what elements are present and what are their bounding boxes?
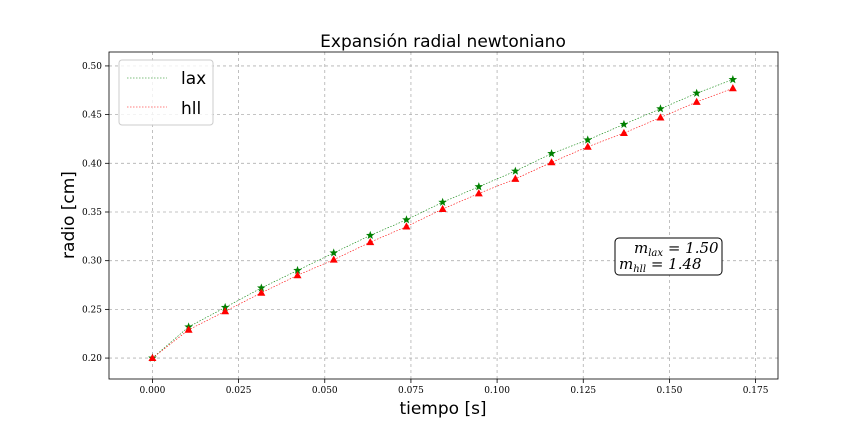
series-layer (148, 75, 738, 362)
data-point-lax (257, 283, 266, 292)
x-tick-label: 0.100 (484, 386, 510, 396)
data-point-lax (438, 197, 447, 206)
x-tick-label: 0.125 (570, 386, 596, 396)
x-tick-label: 0.025 (226, 386, 252, 396)
data-point-lax (692, 88, 701, 97)
y-tick-label: 0.50 (82, 62, 102, 72)
series-lax (148, 75, 738, 362)
data-point-lax (329, 248, 338, 257)
data-point-lax (656, 104, 665, 113)
annotation-m-hll: mhll = 1.48 (619, 255, 702, 275)
data-point-hll (728, 84, 737, 92)
data-point-lax (474, 182, 484, 191)
y-tick-label: 0.30 (82, 257, 102, 267)
series-hll (148, 84, 737, 361)
data-point-lax (547, 149, 556, 158)
data-point-hll (438, 204, 447, 213)
slope-annotation: mlax = 1.50 mhll = 1.48 (614, 237, 723, 276)
data-point-hll (148, 353, 157, 361)
series-line-hll (152, 88, 733, 359)
x-tick-label: 0.175 (743, 386, 769, 396)
data-point-hll (583, 142, 592, 150)
legend-label-lax: lax (181, 69, 206, 89)
annotation-box (614, 237, 723, 276)
data-point-hll (257, 288, 266, 296)
grid (109, 52, 778, 379)
data-point-hll (656, 113, 665, 121)
data-point-lax (728, 75, 738, 84)
y-tick-label: 0.35 (82, 208, 102, 218)
x-tick-label: 0.050 (312, 386, 338, 396)
y-axis-label: radio [cm] (59, 171, 79, 259)
data-point-hll (547, 158, 556, 166)
data-point-lax (619, 119, 629, 128)
data-point-lax (511, 166, 520, 175)
axis-ticks: 0.000 0.025 0.050 0.075 0.100 0.125 0.150 0.175… (82, 62, 769, 396)
x-axis-label: tiempo [s] (399, 399, 486, 419)
data-point-hll (511, 174, 520, 182)
data-point-hll (692, 97, 701, 105)
y-tick-label: 0.45 (82, 111, 102, 121)
data-point-lax (220, 302, 230, 312)
data-point-hll (619, 128, 628, 137)
y-tick-label: 0.20 (82, 354, 102, 364)
chart-title: Expansión radial newtoniano (320, 32, 566, 52)
data-point-hll (402, 222, 411, 230)
y-tick-label: 0.40 (82, 159, 102, 169)
data-point-lax (583, 135, 593, 144)
y-tick-label: 0.25 (82, 305, 102, 315)
x-tick-label: 0.000 (140, 386, 166, 396)
series-line-lax (152, 79, 733, 359)
data-point-hll (474, 189, 483, 197)
data-point-hll (366, 237, 375, 246)
data-point-hll (221, 307, 230, 315)
plot-frame (108, 51, 779, 380)
data-point-lax (365, 230, 375, 240)
data-point-lax (402, 215, 411, 224)
legend-box (118, 59, 214, 126)
data-point-hll (329, 255, 338, 263)
legend: lax hll (118, 59, 214, 126)
x-tick-label: 0.150 (657, 386, 683, 396)
data-point-hll (184, 325, 193, 333)
x-tick-label: 0.075 (398, 386, 424, 396)
legend-label-hll: hll (181, 99, 201, 119)
data-point-lax (293, 265, 302, 275)
data-point-hll (293, 271, 302, 279)
